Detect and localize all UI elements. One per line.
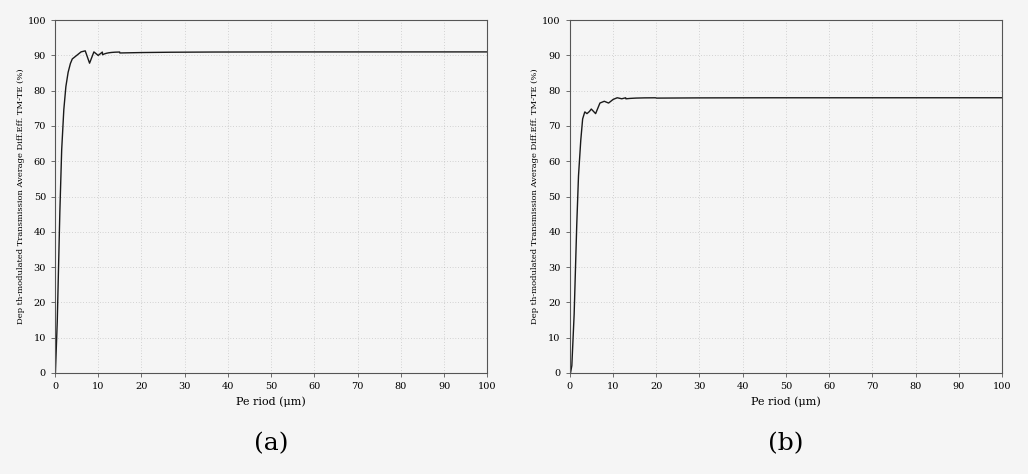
Y-axis label: Dep th-modulated Transmission Average Diff.Eff. TM-TE (%): Dep th-modulated Transmission Average Di… <box>16 69 25 324</box>
X-axis label: Pe riod (μm): Pe riod (μm) <box>236 396 306 407</box>
Y-axis label: Dep th-modulated Transmission Average Diff.Eff. TM-TE (%): Dep th-modulated Transmission Average Di… <box>531 69 540 324</box>
Text: (a): (a) <box>254 432 289 455</box>
X-axis label: Pe riod (μm): Pe riod (μm) <box>751 396 820 407</box>
Text: (b): (b) <box>768 432 804 455</box>
